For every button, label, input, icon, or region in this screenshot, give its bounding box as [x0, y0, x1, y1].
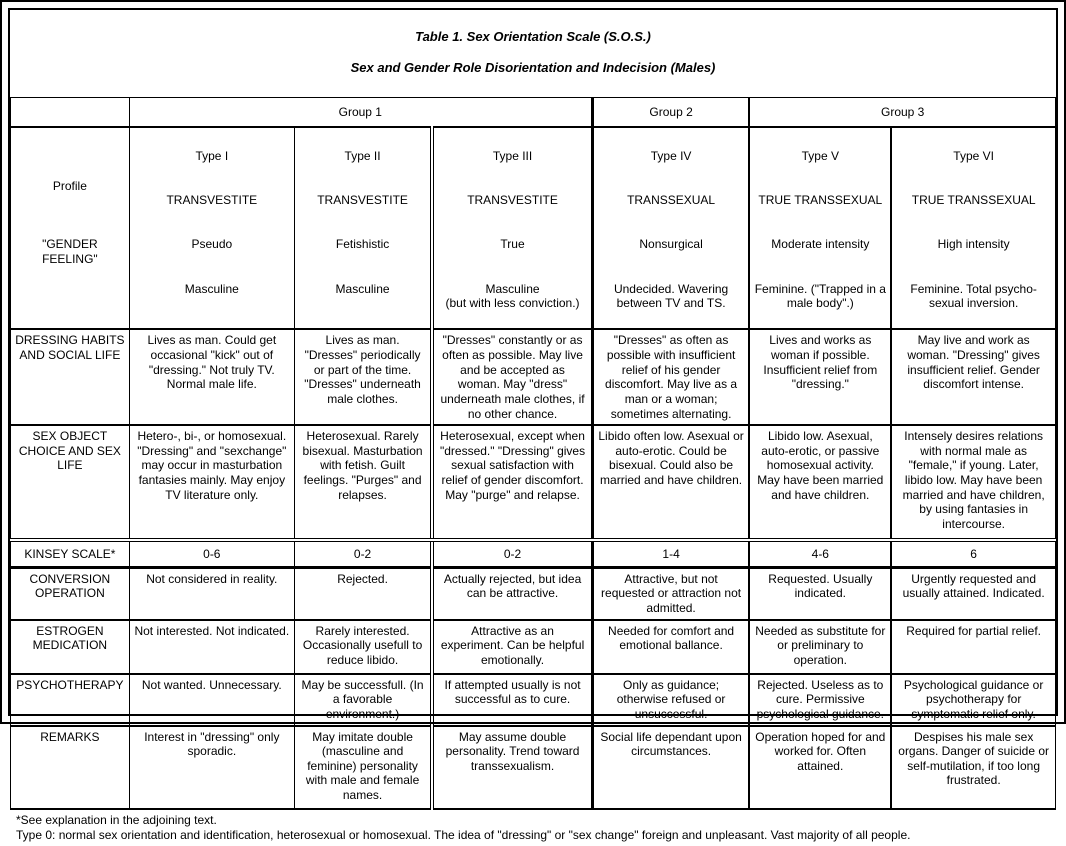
table-title: Table 1. Sex Orientation Scale (S.O.S.) … [10, 10, 1056, 98]
cell-conversion-type-vi: Urgently requested and usually attained.… [890, 566, 1057, 621]
row-label-sex-object: SEX OBJECT CHOICE AND SEX LIFE [10, 424, 130, 543]
footnote-block: *See explanation in the adjoining text. … [10, 810, 1056, 846]
cell-psycho-type-i: Not wanted. Unnecessary. [128, 673, 295, 727]
table-frame: Table 1. Sex Orientation Scale (S.O.S.) … [8, 8, 1058, 842]
cell-remarks-type-i: Interest in "dressing" only sporadic. [128, 725, 295, 809]
row-label-dressing: DRESSING HABITS AND SOCIAL LIFE [10, 328, 130, 427]
cell-kinsey-type-v: 4-6 [748, 539, 892, 569]
cell-sexobj-type-ii: Heterosexual. Rarely bisexual. Masturbat… [293, 424, 433, 543]
cell-sexobj-type-iv: Libido often low. Asexual or auto-erotic… [590, 424, 750, 543]
footnote-line2: Type 0: normal sex orientation and ident… [16, 827, 911, 842]
cell-remarks-type-vi: Despises his male sex organs. Danger of … [890, 725, 1057, 809]
cell-conversion-type-i: Not considered in reality. [128, 566, 295, 621]
cell-kinsey-type-i: 0-6 [128, 539, 295, 569]
profile-cell-type-iv: Type IV TRANSSEXUAL Nonsurgical Undecide… [590, 126, 750, 331]
cell-sexobj-type-i: Hetero-, bi-, or homosexual. "Dressing" … [128, 424, 295, 543]
cell-estrogen-type-ii: Rarely interested. Occasionally usefull … [293, 619, 433, 675]
cell-sexobj-type-iii: Heterosexual, except when "dressed." "Dr… [430, 424, 593, 543]
table-title-line1: Table 1. Sex Orientation Scale (S.O.S.) [415, 28, 651, 44]
profile-cell-type-iii: Type III TRANSVESTITE True Masculine (bu… [430, 126, 593, 331]
cell-estrogen-type-i: Not interested. Not indicated. [128, 619, 295, 675]
group-header-2: Group 2 [590, 96, 750, 129]
profile-cell-type-i: Type I TRANSVESTITE Pseudo Masculine [128, 126, 295, 331]
footnote-line1: *See explanation in the adjoining text. [16, 812, 217, 827]
profile-cell-type-vi: Type VI TRUE TRANSSEXUAL High intensity … [890, 126, 1057, 331]
cell-remarks-type-iv: Social life dependant upon circumstances… [590, 725, 750, 809]
cell-remarks-type-iii: May assume double personality. Trend tow… [430, 725, 593, 809]
cell-kinsey-type-ii: 0-2 [293, 539, 433, 569]
cell-kinsey-type-vi: 6 [890, 539, 1057, 569]
cell-estrogen-type-iv: Needed for comfort and emotional ballanc… [590, 619, 750, 675]
cell-psycho-type-vi: Psychological guidance or psychotherapy … [890, 673, 1057, 727]
group-header-1: Group 1 [128, 96, 593, 129]
cell-conversion-type-v: Requested. Usually indicated. [748, 566, 892, 621]
cell-psycho-type-v: Rejected. Useless as to cure. Permissive… [748, 673, 892, 727]
cell-conversion-type-iii: Actually rejected, but idea can be attra… [430, 566, 593, 621]
row-label-profile: Profile "GENDER FEELING" [10, 126, 130, 331]
cell-dressing-type-vi: May live and work as woman. "Dressing" g… [890, 328, 1057, 427]
sos-table: Table 1. Sex Orientation Scale (S.O.S.) … [10, 10, 1057, 810]
row-label-estrogen-medication: ESTROGEN MEDICATION [10, 619, 130, 675]
profile-label-line1: Profile [52, 178, 87, 193]
profile-cell-type-v: Type V TRUE TRANSSEXUAL Moderate intensi… [748, 126, 892, 331]
cell-conversion-type-ii: Rejected. [293, 566, 433, 621]
cell-dressing-type-i: Lives as man. Could get occasional "kick… [128, 328, 295, 427]
cell-sexobj-type-v: Libido low. Asexual, auto-erotic, or pas… [748, 424, 892, 543]
cell-dressing-type-ii: Lives as man. "Dresses" periodically or … [293, 328, 433, 427]
cell-estrogen-type-iii: Attractive as an experiment. Can be help… [430, 619, 593, 675]
row-label-remarks: REMARKS [10, 725, 130, 809]
cell-conversion-type-iv: Attractive, but not requested or attract… [590, 566, 750, 621]
profile-label-line2: "GENDER FEELING" [42, 237, 98, 266]
cell-dressing-type-iii: "Dresses" constantly or as often as poss… [430, 328, 593, 427]
cell-psycho-type-iv: Only as guidance; otherwise refused or u… [590, 673, 750, 727]
cell-remarks-type-ii: May imitate double (masculine and femini… [293, 725, 433, 809]
cell-estrogen-type-v: Needed as substitute for or preliminary … [748, 619, 892, 675]
cell-remarks-type-v: Operation hoped for and worked for. Ofte… [748, 725, 892, 809]
group-header-blank [10, 96, 130, 129]
cell-kinsey-type-iv: 1-4 [590, 539, 750, 569]
group-header-3: Group 3 [748, 96, 1057, 129]
row-label-psychotherapy: PSYCHOTHERAPY [10, 673, 130, 727]
cell-psycho-type-iii: If attempted usually is not successful a… [430, 673, 593, 727]
row-label-kinsey-scale: KINSEY SCALE* [10, 539, 130, 569]
row-label-conversion-operation: CONVERSION OPERATION [10, 566, 130, 621]
cell-sexobj-type-vi: Intensely desires relations with normal … [890, 424, 1057, 543]
cell-dressing-type-iv: "Dresses" as often as possible with insu… [590, 328, 750, 427]
cell-estrogen-type-vi: Required for partial relief. [890, 619, 1057, 675]
cell-dressing-type-v: Lives and works as woman if possible. In… [748, 328, 892, 427]
table-title-line2: Sex and Gender Role Disorientation and I… [350, 60, 716, 76]
cell-kinsey-type-iii: 0-2 [430, 539, 593, 569]
cell-psycho-type-ii: May be successfull. (In a favorable envi… [293, 673, 433, 727]
profile-cell-type-ii: Type II TRANSVESTITE Fetishistic Masculi… [293, 126, 433, 331]
